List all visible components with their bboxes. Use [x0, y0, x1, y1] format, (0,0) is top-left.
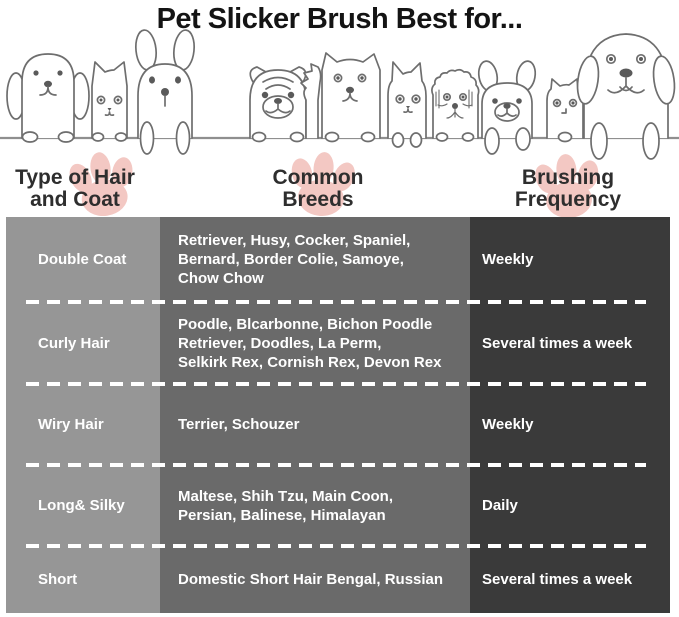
- hair-type-cell: Wiry Hair: [6, 384, 160, 465]
- frequency-cell: Several times a week: [470, 546, 670, 613]
- square-head-dog-icon: [300, 52, 381, 143]
- breeds-cell: Poodle, Blcarbonne, Bichon Poodle Retrie…: [160, 302, 470, 384]
- terrier-icon: [431, 68, 480, 142]
- frequency-cell: Weekly: [470, 217, 670, 302]
- grooming-table: Double Coat Retriever, Husy, Cocker, Spa…: [6, 217, 670, 613]
- breeds-cell: Domestic Short Hair Bengal, Russian: [160, 546, 470, 613]
- small-cat-icon: [546, 78, 584, 143]
- hair-type-cell: Long& Silky: [6, 465, 160, 546]
- page-title: Pet Slicker Brush Best for...: [156, 3, 523, 35]
- column-header-breeds: Common Breeds: [272, 166, 364, 211]
- frequency-cell: Weekly: [470, 384, 670, 465]
- table-row: Long& Silky Maltese, Shih Tzu, Main Coon…: [6, 465, 670, 546]
- french-bulldog-icon: [477, 60, 537, 155]
- row-separator: [26, 382, 646, 386]
- tall-ear-dog-icon: [134, 29, 196, 155]
- row-separator: [26, 463, 646, 467]
- hair-type-cell: Double Coat: [6, 217, 160, 302]
- cat-icon: [91, 61, 128, 142]
- row-separator: [26, 300, 646, 304]
- column-header-hair-type: Type of Hair and Coat: [15, 166, 135, 211]
- frequency-cell: Daily: [470, 465, 670, 546]
- frequency-cell: Several times a week: [470, 302, 670, 384]
- pets-illustration: [0, 29, 679, 160]
- row-separator: [26, 544, 646, 548]
- table-row: Short Domestic Short Hair Bengal, Russia…: [6, 546, 670, 613]
- table-row: Double Coat Retriever, Husy, Cocker, Spa…: [6, 217, 670, 302]
- table-row: Wiry Hair Terrier, Schouzer Weekly: [6, 384, 670, 465]
- breeds-cell: Retriever, Husy, Cocker, Spaniel, Bernar…: [160, 217, 470, 302]
- hair-type-cell: Short: [6, 546, 160, 613]
- pug-icon: [249, 66, 307, 143]
- labrador-icon: [576, 33, 676, 160]
- hair-type-cell: Curly Hair: [6, 302, 160, 384]
- floppy-ear-dog-icon: [6, 53, 90, 143]
- column-header-frequency: Brushing Frequency: [514, 166, 622, 211]
- slender-cat-icon: [387, 61, 427, 148]
- breeds-cell: Maltese, Shih Tzu, Main Coon, Persian, B…: [160, 465, 470, 546]
- table-row: Curly Hair Poodle, Blcarbonne, Bichon Po…: [6, 302, 670, 384]
- breeds-cell: Terrier, Schouzer: [160, 384, 470, 465]
